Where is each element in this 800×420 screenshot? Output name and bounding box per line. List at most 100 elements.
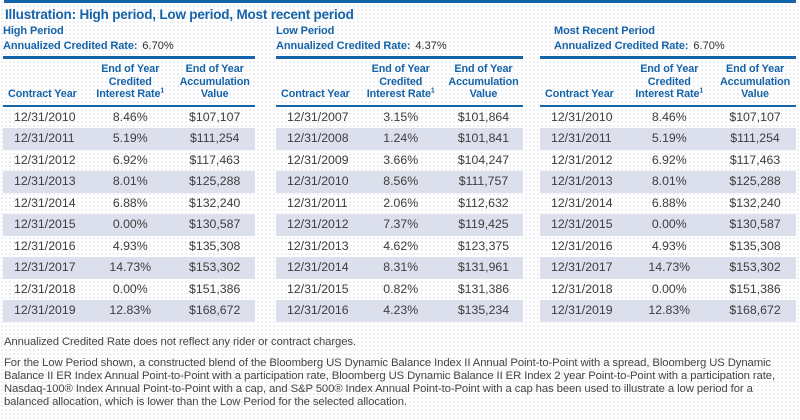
contract-year-cell: 12/31/2013 (551, 174, 613, 188)
contract-year-cell: 12/31/2019 (551, 303, 613, 317)
table-row: 12/31/2019 12.83% $168,672 (540, 300, 796, 322)
credited-interest-cell: 6.88% (651, 195, 687, 210)
contract-year-cell: 12/31/2009 (287, 152, 349, 167)
rate-value: 6.70% (693, 40, 725, 52)
credited-rate-line: Annualized Credited Rate: 4.37% (276, 39, 523, 53)
credited-interest-cell: 14.73% (648, 260, 691, 274)
credited-interest-cell: 14.73% (109, 260, 152, 274)
accumulation-value-cell: $111,254 (189, 131, 240, 145)
table-body: 12/31/2007 3.15% $101,864 12/31/2008 1.24% $1… (276, 106, 523, 322)
credited-interest-cell: 8.31% (383, 260, 419, 274)
table-row: 12/31/2017 14.73% $153,302 (3, 257, 255, 279)
table-row: 12/31/2013 8.01% $125,288 (3, 171, 255, 193)
table-row: 12/31/2015 0.00% $130,587 (3, 214, 255, 236)
table-row: 12/31/2008 1.24% $101,841 (276, 128, 523, 150)
table-row: 12/31/2019 12.83% $168,672 (3, 300, 255, 322)
section-heading: High Period (3, 25, 64, 37)
accumulation-value-cell: $135,308 (189, 238, 241, 253)
table-header: Contract Year End of Year Credited Inter… (540, 57, 796, 107)
credited-interest-cell: 4.62% (383, 238, 419, 253)
contract-year-cell: 12/31/2013 (287, 238, 349, 253)
section-low-period: Low Period Annualized Credited Rate: 4.37… (276, 25, 523, 322)
header-accumulation-value: End of Year Accumulation Value (443, 57, 523, 107)
credited-interest-cell: 0.00% (112, 281, 148, 296)
contract-year-cell: 12/31/2017 (551, 260, 613, 274)
illustration-page: Illustration: High period, Low period, M… (3, 0, 796, 408)
low-period-footnote: For the Low Period shown, a constructed … (4, 356, 775, 408)
accumulation-value-cell: $123,375 (457, 238, 510, 253)
credited-interest-cell: 12.83% (109, 303, 152, 317)
section-header: Most Recent Period Annualized Credited R… (540, 25, 796, 53)
contract-year-cell: 12/31/2010 (287, 174, 349, 188)
credited-interest-cell: 6.92% (112, 152, 148, 167)
table-row: 12/31/2010 8.46% $107,107 (3, 106, 255, 129)
header-credited-interest-rate: End of Year Credited Interest Rate1 (624, 57, 715, 107)
credited-interest-cell: 5.19% (112, 131, 148, 145)
contract-year-cell: 12/31/2007 (287, 109, 349, 124)
accumulation-value-cell: $111,757 (458, 174, 509, 188)
rate-label: Annualized Credited Rate: (554, 40, 689, 52)
rate-value: 6.70% (142, 40, 174, 52)
credited-interest-cell: 8.46% (112, 109, 148, 124)
table-header: Contract Year End of Year Credited Inter… (276, 57, 523, 107)
table-row: 12/31/2013 4.62% $123,375 (276, 236, 523, 258)
section-header: Low Period Annualized Credited Rate: 4.37… (276, 25, 523, 53)
high-period-table: Contract Year End of Year Credited Inter… (3, 56, 255, 322)
most-recent-period-table: Contract Year End of Year Credited Inter… (540, 56, 796, 322)
rate-footnote: Annualized Credited Rate does not reflec… (4, 335, 356, 348)
section-heading: Most Recent Period (554, 25, 655, 37)
table-row: 12/31/2010 8.46% $107,107 (540, 106, 796, 129)
table-row: 12/31/2014 6.88% $132,240 (540, 193, 796, 215)
credited-interest-cell: 8.56% (383, 174, 419, 188)
table-body: 12/31/2010 8.46% $107,107 12/31/2011 5.19% $1… (3, 106, 255, 322)
accumulation-value-cell: $131,961 (457, 260, 510, 274)
rate-label: Annualized Credited Rate: (3, 40, 138, 52)
contract-year-cell: 12/31/2010 (14, 109, 76, 124)
accumulation-value-cell: $125,288 (729, 174, 781, 188)
accumulation-value-cell: $117,463 (189, 152, 240, 167)
credited-interest-cell: 6.92% (651, 152, 687, 167)
credited-interest-cell: 0.00% (651, 281, 687, 296)
accumulation-value-cell: $168,672 (189, 303, 241, 317)
accumulation-value-cell: $135,308 (729, 238, 781, 253)
footnote-marker: 1 (430, 87, 435, 95)
table-row: 12/31/2013 8.01% $125,288 (540, 171, 796, 193)
credited-interest-cell: 3.15% (383, 109, 419, 124)
section-heading: Low Period (276, 25, 335, 37)
contract-year-cell: 12/31/2015 (14, 217, 76, 231)
table-row: 12/31/2016 4.93% $135,308 (540, 236, 796, 258)
page-title: Illustration: High period, Low period, M… (5, 7, 354, 22)
credited-interest-cell: 8.01% (651, 174, 687, 188)
accumulation-value-cell: $117,463 (729, 152, 781, 167)
credited-interest-cell: 0.00% (651, 217, 687, 231)
accumulation-value-cell: $151,386 (189, 281, 241, 296)
credited-interest-cell: 5.19% (651, 131, 687, 145)
table-row: 12/31/2018 0.00% $151,386 (3, 279, 255, 301)
table-row: 12/31/2017 14.73% $153,302 (540, 257, 796, 279)
header-contract-year: Contract Year (276, 57, 358, 107)
credited-interest-cell: 7.37% (383, 217, 419, 231)
table-header: Contract Year End of Year Credited Inter… (3, 57, 255, 107)
section-high-period: High Period Annualized Credited Rate: 6.7… (3, 25, 255, 322)
accumulation-value-cell: $101,841 (457, 131, 510, 145)
accumulation-value-cell: $153,302 (189, 260, 241, 274)
contract-year-cell: 12/31/2019 (14, 303, 76, 317)
table-row: 12/31/2015 0.00% $130,587 (540, 214, 796, 236)
contract-year-cell: 12/31/2008 (287, 131, 349, 145)
contract-year-cell: 12/31/2011 (14, 131, 75, 145)
contract-year-cell: 12/31/2016 (14, 238, 76, 253)
table-row: 12/31/2016 4.93% $135,308 (3, 236, 255, 258)
rate-value: 4.37% (415, 40, 447, 52)
accumulation-value-cell: $107,107 (729, 109, 781, 124)
footnote-marker: 1 (699, 87, 704, 95)
credited-interest-cell: 8.01% (112, 174, 148, 188)
contract-year-cell: 12/31/2011 (551, 131, 612, 145)
contract-year-cell: 12/31/2015 (551, 217, 613, 231)
table-row: 12/31/2012 7.37% $119,425 (276, 214, 523, 236)
section-header: High Period Annualized Credited Rate: 6.7… (3, 25, 255, 53)
accumulation-value-cell: $168,672 (729, 303, 781, 317)
contract-year-cell: 12/31/2014 (551, 195, 613, 210)
table-row: 12/31/2016 4.23% $135,234 (276, 300, 523, 322)
table-row: 12/31/2015 0.82% $131,386 (276, 279, 523, 301)
top-divider (4, 0, 796, 3)
